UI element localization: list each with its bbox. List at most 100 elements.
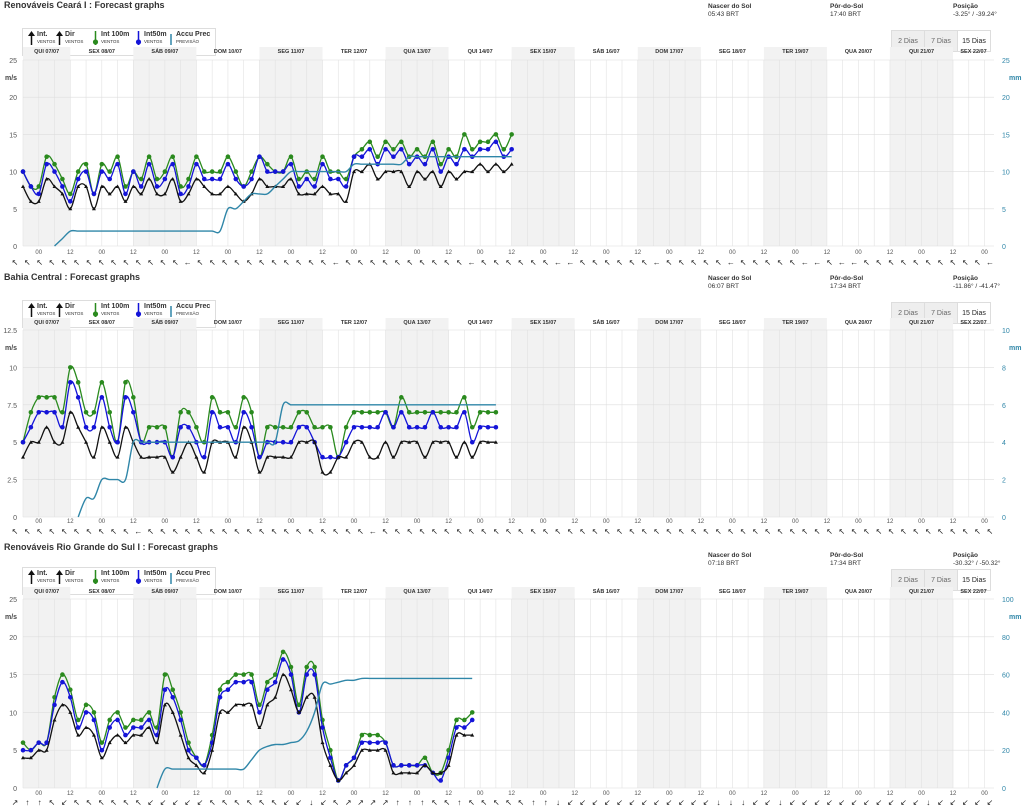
wind-direction-arrow-icon: ↖: [246, 798, 253, 807]
point-int: [493, 440, 498, 444]
hour-tick: 12: [445, 791, 452, 797]
point-int50: [406, 161, 412, 167]
point-int50: [44, 161, 49, 167]
range-15-days-button[interactable]: 15 Dias: [958, 31, 990, 51]
point-int: [257, 177, 262, 181]
point-int: [218, 710, 223, 714]
legend-label: Int 100m: [101, 31, 130, 38]
point-int: [438, 440, 443, 444]
wind-barb-icon: [28, 31, 35, 45]
legend-item-accu[interactable]: Accu Prec PREVISÃO: [170, 570, 210, 584]
legend-item-int[interactable]: Int. VENTOS: [28, 31, 55, 45]
legend-item-int[interactable]: Int. VENTOS: [28, 303, 56, 317]
wind-direction-arrow-icon: ←: [653, 258, 661, 267]
sun-info-label: Nascer do Sol: [708, 552, 752, 559]
point-int100: [60, 176, 65, 182]
wind-direction-arrow-icon: ↖: [61, 527, 68, 536]
point-int50: [312, 672, 317, 677]
point-int: [304, 191, 309, 196]
point-int: [407, 440, 412, 444]
point-int50: [20, 169, 26, 174]
point-int: [84, 440, 89, 444]
wind-direction-arrow-icon: ↖: [49, 258, 56, 267]
legend-item-int50[interactable]: Int50m VENTOS: [135, 31, 167, 45]
range-7-days-button[interactable]: 7 Dias: [925, 31, 958, 51]
point-int: [470, 733, 475, 737]
legend-item-int50[interactable]: Int50m VENTOS: [135, 303, 167, 317]
wind-direction-arrow-icon: ↑: [38, 798, 42, 807]
day-label: QUI 07/07: [34, 589, 59, 595]
legend-sublabel: VENTOS: [37, 311, 56, 316]
wind-direction-arrow-icon: ←: [554, 258, 562, 267]
hour-tick: 12: [950, 791, 957, 797]
point-int50: [406, 763, 412, 768]
legend-item-dir[interactable]: Dir VENTOS: [56, 570, 83, 584]
wind-direction-arrow-icon: ↖: [863, 527, 870, 536]
point-int: [478, 440, 483, 444]
range-2-days-button[interactable]: 2 Dias: [892, 570, 925, 590]
y-right-tick: 60: [1002, 673, 1010, 680]
wind-direction-arrow-icon: ↖: [629, 527, 636, 536]
point-int100: [146, 424, 152, 430]
point-int50: [391, 154, 396, 160]
point-int100: [138, 717, 144, 723]
wind-direction-arrow-icon: ↖: [925, 527, 932, 536]
hour-tick: 00: [918, 791, 925, 797]
point-int: [288, 455, 293, 459]
point-int50: [249, 176, 254, 182]
point-int: [225, 710, 230, 714]
wind-direction-arrow-icon: ↙: [802, 798, 809, 807]
wind-direction-arrow-icon: ↖: [320, 527, 327, 536]
day-label: SEX 22/07: [960, 49, 986, 55]
point-int100: [233, 169, 239, 174]
point-int50: [209, 409, 215, 415]
legend-item-int50[interactable]: Int50m VENTOS: [135, 570, 167, 584]
point-int50: [178, 717, 183, 723]
point-int: [391, 455, 396, 459]
legend-item-accu[interactable]: Accu Prec PREVISÃO: [170, 303, 210, 317]
hour-tick: 00: [981, 250, 988, 256]
legend-item-int100[interactable]: Int 100m VENTOS: [92, 570, 129, 584]
point-int: [383, 440, 388, 444]
hour-tick: 12: [887, 250, 894, 256]
wind-direction-arrow-icon: ↖: [98, 798, 105, 807]
y-right-label: mm: [1009, 614, 1021, 621]
wind-direction-arrow-icon: ↙: [604, 798, 611, 807]
point-int50: [131, 169, 136, 174]
point-int: [170, 470, 175, 474]
legend-item-int100[interactable]: Int 100m VENTOS: [92, 31, 130, 45]
legend-label: Int.: [37, 303, 48, 310]
hour-tick: 00: [855, 791, 862, 797]
point-int: [186, 755, 191, 760]
day-label: QUA 13/07: [403, 589, 430, 595]
wind-direction-arrow-icon: ←: [369, 527, 377, 536]
point-int: [312, 695, 317, 699]
hour-tick: 12: [761, 791, 768, 797]
wind-direction-arrow-icon: ↗: [12, 798, 19, 807]
point-int100: [265, 679, 270, 685]
point-int100: [123, 725, 128, 730]
point-int50: [343, 763, 349, 768]
range-15-days-button[interactable]: 15 Dias: [958, 570, 990, 590]
legend-item-accu[interactable]: Accu Prec PREVISÃO: [170, 31, 210, 45]
y-left-tick: 25: [9, 597, 17, 604]
legend-item-dir[interactable]: Dir VENTOS: [56, 303, 83, 317]
point-int: [60, 440, 65, 444]
point-int: [52, 184, 57, 188]
legend-item-int100[interactable]: Int 100m VENTOS: [92, 303, 129, 317]
point-int50: [335, 176, 341, 182]
range-15-days-button[interactable]: 15 Dias: [958, 303, 990, 323]
range-2-days-button[interactable]: 2 Dias: [892, 31, 925, 51]
forecast-chart: QUI 07/07 SEX 08/07 SÁB 09/07 DOM 10/07 SEG …: [5, 587, 1021, 807]
hour-tick: 00: [918, 519, 925, 525]
point-int50: [99, 747, 105, 753]
legend-item-dir[interactable]: Dir VENTOS: [56, 31, 83, 45]
point-int50: [430, 409, 436, 415]
point-int: [36, 199, 41, 203]
point-int: [44, 748, 49, 752]
range-7-days-button[interactable]: 7 Dias: [925, 570, 958, 590]
wind-direction-arrow-icon: ↓: [716, 798, 720, 807]
point-int100: [383, 139, 388, 145]
point-int100: [399, 395, 404, 400]
legend-item-int[interactable]: Int. VENTOS: [28, 570, 55, 584]
